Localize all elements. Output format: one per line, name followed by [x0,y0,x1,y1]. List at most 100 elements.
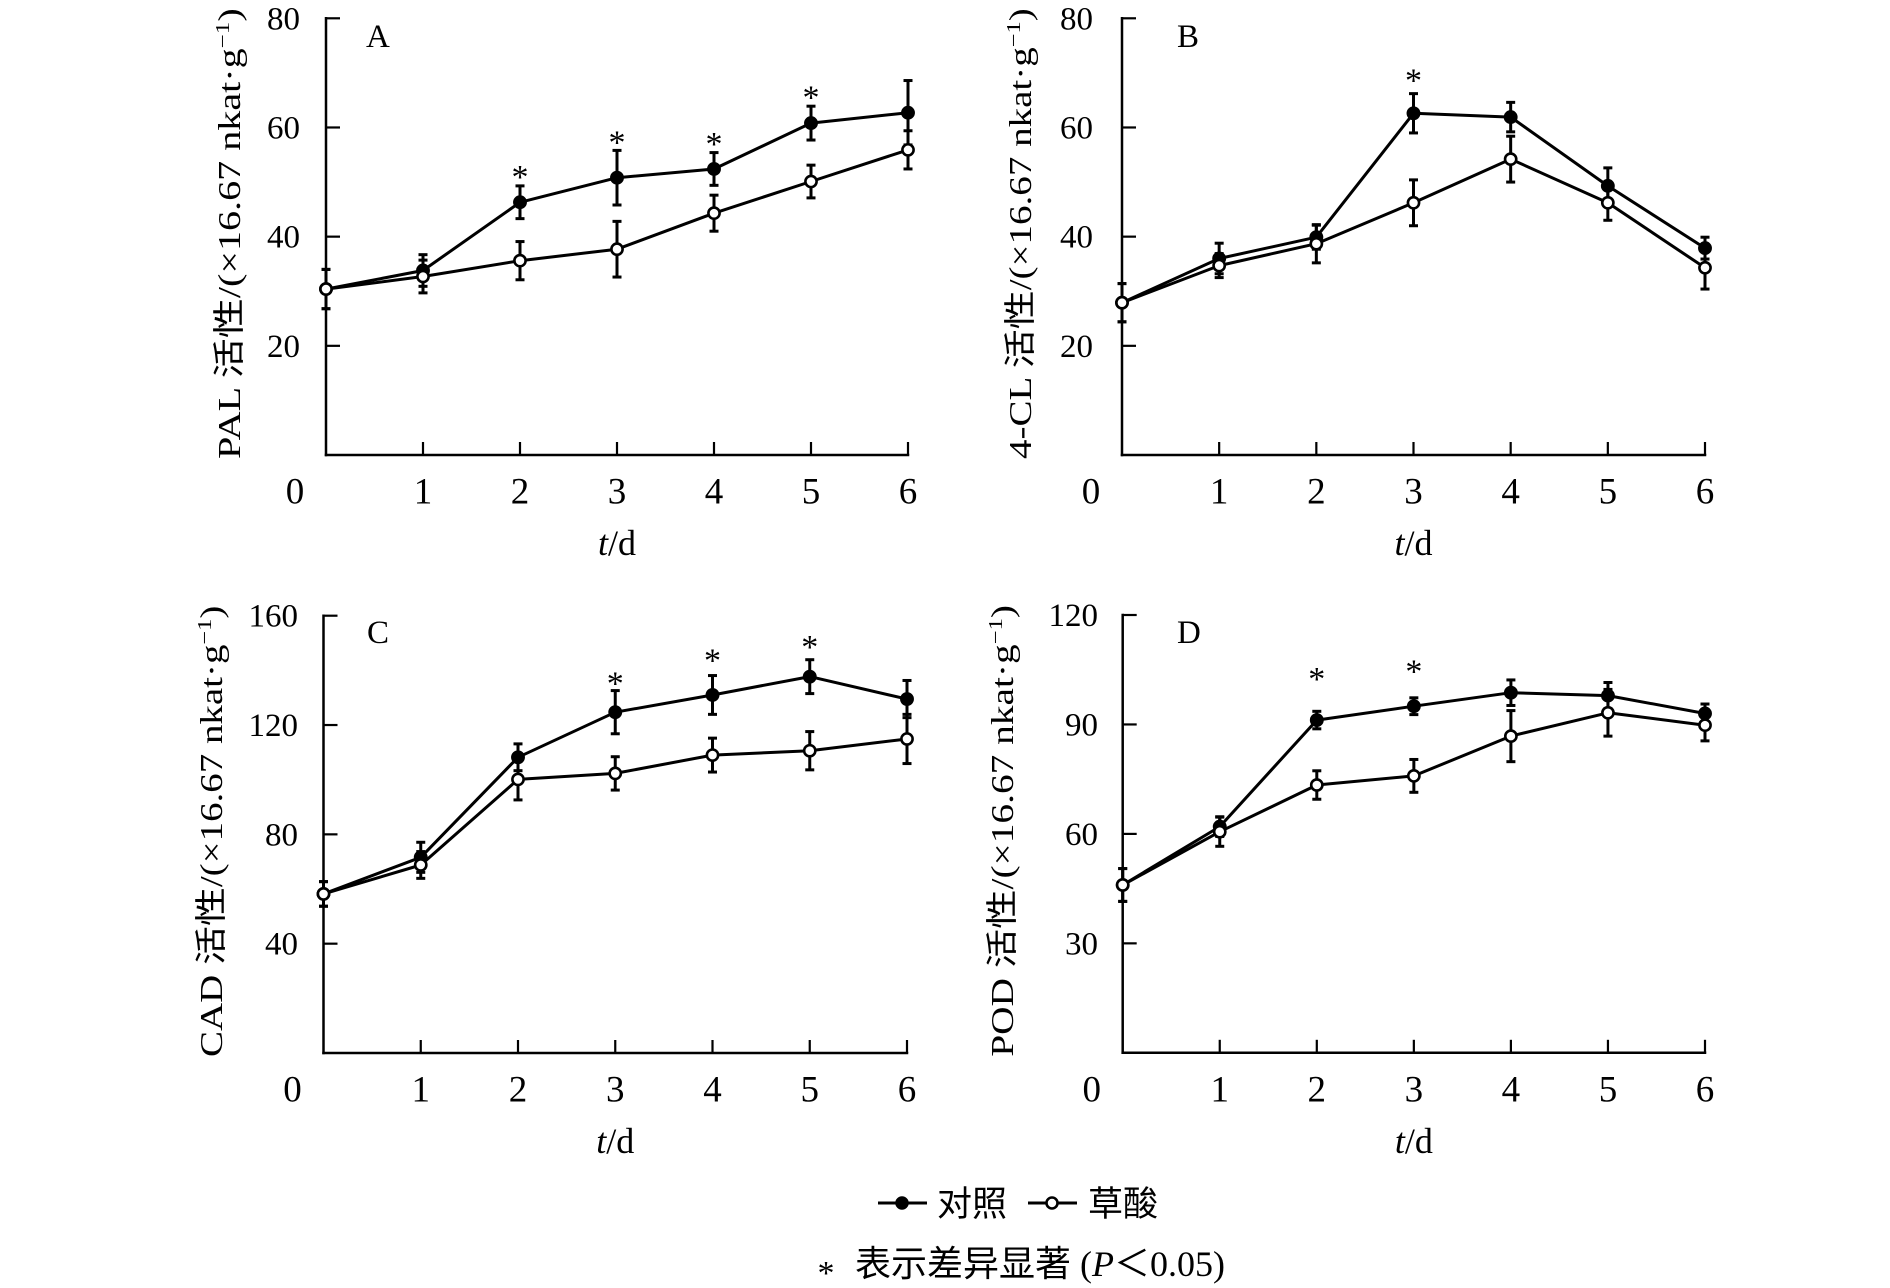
y-tick-label: 120 [249,708,299,744]
y-tick-label: 60 [1060,110,1093,146]
x-tick-label: 2 [1307,472,1326,513]
open-circle-icon [1045,1196,1059,1210]
data-point-oxalic-acid [610,242,624,257]
data-point-oxalic-acid [802,743,817,758]
panel-label: A [366,19,390,55]
y-tick-label: 60 [267,110,300,146]
x-tick-label: 0 [1082,1069,1101,1110]
x-tick-label: 4 [1501,472,1520,513]
y-tick-label: 60 [1065,817,1098,853]
footnote-threshold: ＜0.05) [1114,1244,1225,1284]
data-point-oxalic-acid [901,142,915,157]
y-axis-title: PAL 活性/(×16.67 nkat·g−1) [211,8,247,459]
y-axis-title-text: PAL 活性/(×16.67 nkat·g−1) [211,8,247,459]
y-tick-label: 40 [1060,220,1093,256]
x-tick-label: 5 [802,472,821,513]
data-point-control [900,692,914,707]
y-axis-title-superscript: −1 [194,619,216,645]
data-point-control [1600,178,1615,193]
data-point-control [1406,106,1421,121]
x-tick-label: 5 [801,1070,820,1111]
y-tick-label: 20 [1060,329,1093,365]
data-point-control [1698,241,1712,256]
y-axis-title: CAD 活性/(×16.67 nkat·g−1) [193,606,229,1057]
filled-circle-icon [895,1196,909,1210]
y-axis-title-end: ) [193,606,229,619]
y-axis-title-end: ) [1002,8,1038,21]
x-tick-label: 0 [283,1070,302,1111]
x-tick-label: 1 [412,1070,431,1111]
y-tick-label: 160 [249,599,299,635]
y-tick-label: 40 [267,220,300,256]
x-tick-label: 4 [705,472,724,513]
x-tick-label: 6 [1696,472,1715,513]
data-point-oxalic-acid [1698,718,1712,733]
y-axis-title-end: ) [211,8,247,21]
x-tick-label: 3 [1405,1069,1424,1110]
significance-asterisk: * [512,159,529,196]
data-point-oxalic-acid [608,766,623,781]
data-point-oxalic-acid [416,269,430,284]
y-tick-label: 40 [265,927,298,963]
y-axis-title-text: POD 活性/(×16.67 nkat·g−1) [984,605,1020,1057]
x-tick-label: 6 [899,472,918,513]
data-point-oxalic-acid [1309,236,1324,251]
data-point-oxalic-acid [1115,295,1129,310]
y-axis-title-end: ) [984,605,1020,618]
data-point-control [705,688,720,702]
data-point-oxalic-acid [1115,878,1130,892]
data-point-oxalic-acid [804,174,818,189]
legend-item-oxalic-acid: 草酸 [1028,1185,1158,1224]
x-tick-label: 1 [414,472,433,513]
panel-c: 40 80 120 160 0 1 2 3 4 5 6 t/d CAD 活性/(×16.67 nkat·… [193,599,916,1161]
y-tick-label: 80 [267,1,300,37]
data-point-control [1309,713,1324,728]
panel-label: D [1177,615,1201,651]
data-point-oxalic-acid [1504,729,1518,744]
significance-asterisk: * [1308,661,1325,698]
y-axis-title-main: CAD 活性/(×16.67 nkat·g [193,645,229,1057]
footnote-p-symbol: P [1091,1244,1114,1284]
y-tick-label: 20 [267,329,300,365]
significance-asterisk: * [803,79,820,116]
x-tick-label: 2 [509,1070,528,1111]
legend-item-control: 对照 [878,1185,1007,1224]
y-axis-title-text: CAD 活性/(×16.67 nkat·g−1) [193,606,229,1057]
y-axis-title: POD 活性/(×16.67 nkat·g−1) [984,605,1020,1057]
x-tick-label: 0 [286,472,305,513]
footnote: * 表示差异显著 (P＜0.05) [818,1244,1226,1288]
data-point-control [901,105,915,120]
data-point-control [1503,685,1518,700]
footnote-text-main: 表示差异显著 ( [855,1244,1092,1284]
x-tick-label: 2 [511,472,530,513]
y-tick-label: 80 [265,817,298,853]
x-tick-label: 4 [703,1070,722,1111]
significance-asterisk: * [801,629,818,666]
x-tick-label: 1 [1211,1069,1230,1110]
data-point-oxalic-acid [511,772,525,787]
data-point-oxalic-acid [1309,778,1324,792]
data-point-control [802,669,817,684]
data-point-control [511,750,525,765]
x-tick-label: 4 [1502,1069,1521,1110]
x-axis-title: t/d [596,1121,634,1161]
data-point-control [707,162,721,176]
significance-asterisk: * [607,666,624,703]
data-point-oxalic-acid [1212,258,1227,273]
x-axis-title-unit: /d [606,1121,634,1161]
x-tick-label: 3 [606,1070,625,1111]
x-axis-title-unit: /d [1405,1121,1433,1161]
footnote-asterisk: * [818,1255,835,1288]
legend: 对照 草酸 [878,1185,1158,1224]
panel-label: B [1177,19,1199,55]
x-tick-label: 3 [608,472,627,513]
x-tick-label: 3 [1404,472,1423,513]
legend-label-oxalic-acid: 草酸 [1088,1185,1158,1224]
significance-asterisk: * [609,124,626,161]
data-point-oxalic-acid [413,858,428,872]
data-point-oxalic-acid [513,253,527,268]
data-point-control [1406,699,1421,714]
data-point-oxalic-acid [319,282,333,296]
